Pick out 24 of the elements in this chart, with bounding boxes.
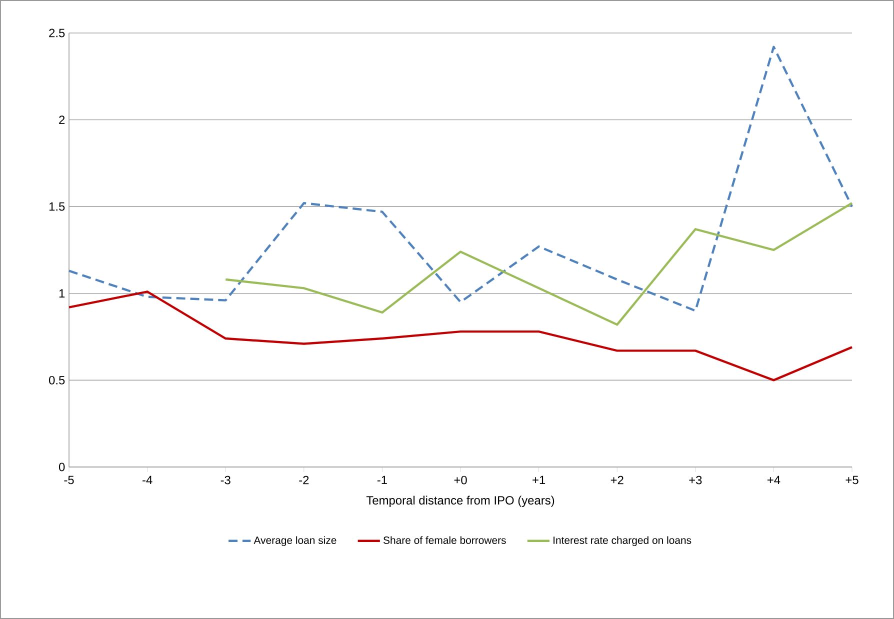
- x-tick-label: -3: [220, 476, 230, 484]
- legend-label: Average loan size: [254, 536, 336, 546]
- x-tick-label: -5: [64, 476, 74, 484]
- y-tick-label: 1.5: [49, 202, 65, 211]
- x-tick-label: +2: [610, 476, 624, 484]
- x-tick-label: -1: [377, 476, 387, 484]
- x-tick-label: -4: [142, 476, 152, 484]
- x-tick-label: +0: [454, 476, 467, 484]
- line-series: [68, 46, 854, 312]
- x-axis-title: Temporal distance from IPO (years): [366, 496, 554, 507]
- legend-label: Interest rate charged on loans: [554, 536, 692, 546]
- legend-label: Share of female borrowers: [383, 536, 506, 544]
- x-tick-label: -2: [299, 476, 309, 484]
- x-tick-label: +1: [532, 476, 546, 484]
- y-tick-label: 2.5: [49, 28, 65, 38]
- y-tick-label: 2: [59, 116, 65, 124]
- line-series: [68, 290, 854, 382]
- y-tick-label: 1: [59, 289, 65, 298]
- x-tick-label: +4: [767, 476, 780, 484]
- x-tick-label: +3: [689, 476, 702, 484]
- line-series: [224, 202, 854, 326]
- x-tick-label: +5: [846, 476, 858, 484]
- y-tick-label: 0: [58, 462, 65, 472]
- y-tick-label: 0.5: [49, 376, 65, 384]
